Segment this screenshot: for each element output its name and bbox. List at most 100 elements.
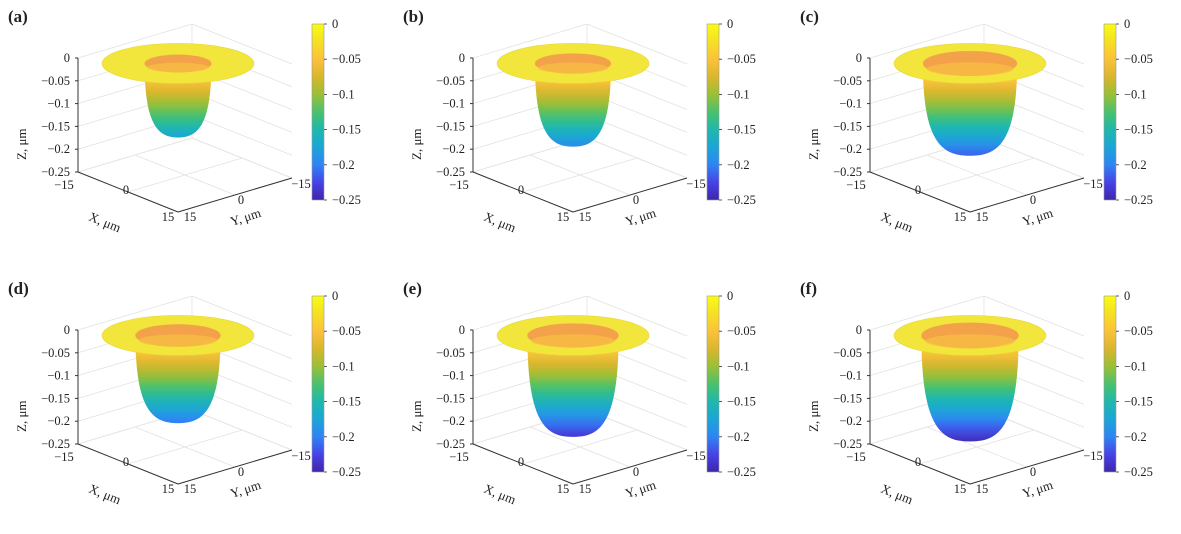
x-tick-label: −15	[449, 450, 469, 464]
x-tick-label: 15	[954, 210, 967, 224]
y-axis-label: Y, μm	[1020, 205, 1054, 229]
colorbar-tick-label: −0.15	[727, 395, 756, 409]
z-tick-label: −0.25	[436, 437, 465, 451]
surface-plot-panel: (b) 0 −0.05 −0.1 −0.15 −0.2 −0.25 −15 0 15 15 0 −15 Z…	[395, 0, 785, 262]
colorbar-tick-label: −0.15	[1124, 123, 1153, 137]
x-tick-label: −15	[449, 178, 469, 192]
colorbar-tick-label: −0.1	[332, 87, 355, 101]
surface-well	[922, 63, 1018, 156]
z-tick-label: −0.25	[436, 165, 465, 179]
surface-plot-panel: (e) 0 −0.05 −0.1 −0.15 −0.2 −0.25 −15 0 15 15 0 −15 Z…	[395, 272, 785, 534]
panel-label: (d)	[8, 279, 29, 298]
surface-plot-svg: (e)0−0.05−0.1−0.15−0.2−0.25−15 015 150−15Z…	[403, 279, 756, 507]
z-tick-label: −0.15	[436, 391, 465, 405]
x-tick-label: 15	[557, 482, 570, 496]
z-tick-label: −0.1	[442, 97, 465, 111]
colorbar-tick-label: −0.05	[1124, 52, 1153, 66]
z-axis-label: Z, μm	[806, 400, 821, 432]
colorbar	[1103, 23, 1117, 201]
x-tick-label: 0	[915, 183, 921, 197]
z-tick-label: −0.05	[436, 74, 465, 88]
x-axis-line	[77, 171, 179, 213]
x-tick-label: 0	[518, 455, 524, 469]
z-tick-label: −0.1	[47, 97, 70, 111]
colorbar-tick-label: −0.2	[332, 158, 355, 172]
panel-label: (f)	[800, 279, 817, 298]
z-tick-label: −0.2	[442, 414, 465, 428]
z-tick-label: −0.1	[442, 369, 465, 383]
y-axis-label: Y, μm	[623, 205, 657, 229]
z-tick-label: −0.15	[436, 119, 465, 133]
y-tick-label: −15	[291, 177, 311, 191]
y-axis-line	[177, 449, 293, 485]
y-tick-label: 15	[579, 210, 592, 224]
y-axis-line	[969, 177, 1085, 213]
z-tick-label: −0.2	[839, 414, 862, 428]
x-tick-label: −15	[54, 178, 74, 192]
z-tick-label: −0.25	[833, 437, 862, 451]
z-axis-label: Z, μm	[14, 128, 29, 160]
x-axis-label: X, μm	[87, 481, 123, 507]
y-axis-label: Y, μm	[623, 477, 657, 501]
colorbar-tick-label: 0	[727, 17, 733, 31]
panel-label: (a)	[8, 7, 28, 26]
colorbar-tick-label: 0	[727, 289, 733, 303]
z-tick-label: −0.25	[41, 165, 70, 179]
z-tick-label: −0.2	[442, 142, 465, 156]
z-tick-label: −0.15	[833, 119, 862, 133]
z-tick-label: −0.2	[839, 142, 862, 156]
z-axis-label: Z, μm	[806, 128, 821, 160]
colorbar-tick-label: −0.15	[332, 395, 361, 409]
z-tick-label: −0.05	[833, 74, 862, 88]
y-tick-label: 0	[238, 193, 244, 207]
x-axis-line	[472, 443, 574, 485]
y-axis-label: Y, μm	[228, 477, 262, 501]
x-tick-label: 0	[123, 183, 129, 197]
z-tick-label: 0	[856, 51, 862, 65]
colorbar	[706, 295, 720, 473]
surface-plot-svg: (a)0−0.05−0.1−0.15−0.2−0.25−15 015 150−15Z…	[8, 7, 361, 235]
colorbar-tick-label: −0.2	[727, 158, 750, 172]
colorbar-tick-label: −0.1	[1124, 87, 1147, 101]
y-tick-label: −15	[1083, 449, 1103, 463]
z-tick-label: −0.1	[839, 369, 862, 383]
y-axis-label: Y, μm	[228, 205, 262, 229]
x-axis-line	[472, 171, 574, 213]
panel-label: (e)	[403, 279, 422, 298]
x-axis-line	[869, 443, 971, 485]
z-tick-label: −0.05	[833, 346, 862, 360]
x-tick-label: 0	[123, 455, 129, 469]
z-tick-label: 0	[459, 51, 465, 65]
surface-well	[921, 335, 1019, 442]
x-axis-label: X, μm	[87, 209, 123, 235]
colorbar-tick-label: −0.15	[727, 123, 756, 137]
colorbar-tick-label: −0.05	[332, 324, 361, 338]
colorbar-tick-label: −0.15	[332, 123, 361, 137]
colorbar-tick-label: −0.25	[727, 465, 756, 479]
colorbar-tick-label: −0.15	[1124, 395, 1153, 409]
z-tick-label: −0.05	[41, 74, 70, 88]
panel-label: (c)	[800, 7, 819, 26]
surface-plot-svg: (b)0−0.05−0.1−0.15−0.2−0.25−15 015 150−15Z…	[403, 7, 756, 235]
y-axis-line	[572, 177, 688, 213]
z-tick-label: −0.2	[47, 414, 70, 428]
x-tick-label: −15	[846, 450, 866, 464]
colorbar-tick-label: 0	[1124, 289, 1130, 303]
colorbar-tick-label: −0.1	[332, 359, 355, 373]
x-axis-line	[869, 171, 971, 213]
panel-label: (b)	[403, 7, 424, 26]
surface-well	[527, 335, 619, 437]
y-axis-label: Y, μm	[1020, 477, 1054, 501]
z-tick-label: 0	[459, 323, 465, 337]
x-tick-label: 15	[557, 210, 570, 224]
y-tick-label: −15	[686, 177, 706, 191]
z-tick-label: −0.15	[833, 391, 862, 405]
y-tick-label: 15	[579, 482, 592, 496]
z-axis-label: Z, μm	[14, 400, 29, 432]
surface-plot-panel: (a) 0 −0.05 −0.1 −0.15 −0.2 −0.25 −15 0 15 15 0 −15 Z…	[0, 0, 390, 262]
colorbar-tick-label: −0.05	[332, 52, 361, 66]
surface-well	[135, 335, 221, 424]
z-tick-label: −0.1	[47, 369, 70, 383]
x-tick-label: 15	[954, 482, 967, 496]
z-tick-label: −0.05	[41, 346, 70, 360]
